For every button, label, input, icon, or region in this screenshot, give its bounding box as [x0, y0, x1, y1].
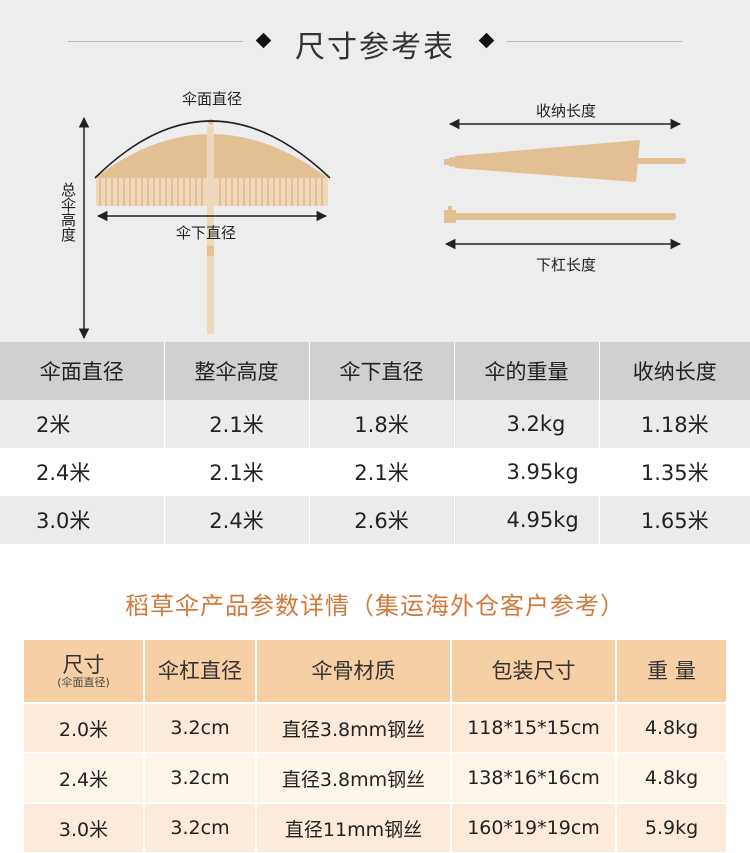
header-under-diameter: 伞下直径: [308, 342, 454, 400]
table-cell: 3.0米: [24, 802, 144, 852]
header-folded-length: 收纳长度: [598, 342, 750, 400]
product-params-table: 尺寸 (伞面直径) 伞杠直径 伞骨材质 包装尺寸 重 量 2.0米 3.2cm …: [24, 640, 726, 852]
under-diameter-label: 伞下直径: [176, 224, 236, 242]
table-row: 2.4米 3.2cm 直径3.8mm钢丝 138*16*16cm 4.8kg: [24, 752, 726, 803]
diagram-panel: 尺寸参考表: [0, 0, 750, 342]
product-params-title: 稻草伞产品参数详情（集运海外仓客户参考）: [125, 592, 625, 620]
table-cell: 1.8米: [308, 400, 454, 448]
table-cell: 3.95kg: [453, 448, 599, 496]
folded-length-label: 收纳长度: [536, 102, 596, 120]
title-divider-left: [68, 41, 243, 42]
table-header-row: 尺寸 (伞面直径) 伞杠直径 伞骨材质 包装尺寸 重 量: [24, 640, 726, 703]
table-cell: 直径3.8mm钢丝: [255, 752, 451, 803]
table-cell: 3.0米: [0, 496, 164, 544]
table-cell: 118*15*15cm: [450, 702, 616, 753]
table-row: 3.0米 2.4米 2.6米 4.95kg 1.65米: [0, 496, 750, 544]
lower-pole-illustration: [444, 206, 676, 223]
folded-umbrella-illustration: [444, 140, 686, 182]
header-size-label: 尺寸: [62, 652, 105, 677]
header-size-note: (伞面直径): [57, 675, 110, 689]
table-cell: 2.4米: [163, 496, 309, 544]
title-divider-right: [507, 41, 682, 42]
header-total-height: 整伞高度: [163, 342, 309, 400]
table-cell: 2.1米: [163, 448, 309, 496]
table-cell: 1.35米: [598, 448, 750, 496]
table-cell: 160*19*19cm: [450, 802, 616, 852]
header-weight: 重 量: [615, 640, 726, 703]
table-cell: 5.9kg: [615, 802, 726, 852]
table-cell: 2.0米: [24, 702, 144, 753]
table-cell: 2.6米: [308, 496, 454, 544]
umbrella-pole: [207, 126, 214, 334]
table-cell: 4.95kg: [453, 496, 599, 544]
table-cell: 2米: [0, 400, 164, 448]
table-cell: 3.2kg: [453, 400, 599, 448]
table-cell: 直径11mm钢丝: [255, 802, 451, 852]
header-pole-diameter: 伞杠直径: [143, 640, 256, 703]
umbrella-diagram: 伞面直径 伞下直径 总伞高度 收纳长度 下杠长度: [59, 90, 686, 340]
page-title: 尺寸参考表: [295, 30, 455, 65]
table-cell: 2.4米: [24, 752, 144, 803]
table-cell: 4.8kg: [615, 752, 726, 803]
header-size: 尺寸 (伞面直径): [24, 640, 144, 703]
canopy-diameter-label: 伞面直径: [182, 90, 242, 108]
size-reference-table: 伞面直径 整伞高度 伞下直径 伞的重量 收纳长度 2米 2.1米 1.8米 3.…: [0, 342, 750, 544]
table-row: 2.4米 2.1米 2.1米 3.95kg 1.35米: [0, 448, 750, 496]
open-umbrella-illustration: [95, 119, 328, 334]
table-cell: 3.2cm: [143, 802, 256, 852]
lower-pole-length-label: 下杠长度: [536, 256, 596, 274]
total-height-label: 总伞高度: [59, 182, 77, 242]
table-cell: 直径3.8mm钢丝: [255, 702, 451, 753]
table-row: 3.0米 3.2cm 直径11mm钢丝 160*19*19cm 5.9kg: [24, 802, 726, 852]
table-header-row: 伞面直径 整伞高度 伞下直径 伞的重量 收纳长度: [0, 342, 750, 400]
title-row: 尺寸参考表: [0, 18, 750, 66]
table-row: 2.0米 3.2cm 直径3.8mm钢丝 118*15*15cm 4.8kg: [24, 702, 726, 753]
header-rib-material: 伞骨材质: [255, 640, 451, 703]
header-canopy-diameter: 伞面直径: [0, 342, 164, 400]
table-cell: 2.4米: [0, 448, 164, 496]
table-cell: 4.8kg: [615, 702, 726, 753]
header-weight: 伞的重量: [453, 342, 599, 400]
table-cell: 138*16*16cm: [450, 752, 616, 803]
table-cell: 1.18米: [598, 400, 750, 448]
table-cell: 2.1米: [163, 400, 309, 448]
table-cell: 2.1米: [308, 448, 454, 496]
header-package-size: 包装尺寸: [450, 640, 616, 703]
canopy-diameter-arc: [94, 120, 331, 179]
table-row: 2米 2.1米 1.8米 3.2kg 1.18米: [0, 400, 750, 448]
table-cell: 1.65米: [598, 496, 750, 544]
table-cell: 3.2cm: [143, 752, 256, 803]
table-cell: 3.2cm: [143, 702, 256, 753]
